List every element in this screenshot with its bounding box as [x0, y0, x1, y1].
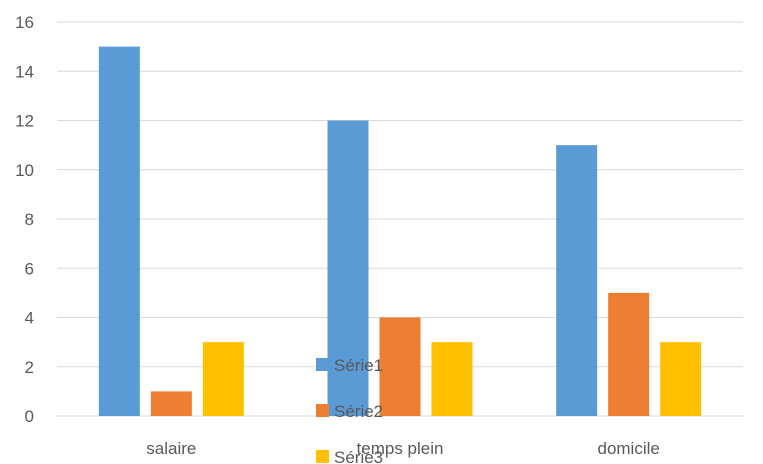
- y-tick-label: 8: [25, 210, 34, 229]
- bar-srie3-temps-plein: [431, 342, 473, 416]
- bar-srie2-temps-plein: [379, 317, 421, 416]
- legend-label: Série2: [334, 402, 383, 421]
- bars: [98, 46, 702, 416]
- bar-srie2-domicile: [608, 292, 650, 416]
- bar-srie3-domicile: [660, 342, 702, 416]
- bar-srie1-salaire: [98, 46, 140, 416]
- legend-label: Série1: [334, 356, 383, 375]
- bar-srie3-salaire: [202, 342, 244, 416]
- y-tick-label: 0: [25, 407, 34, 426]
- gridlines: [57, 21, 743, 417]
- y-tick-label: 10: [15, 161, 34, 180]
- x-category-label: temps plein: [357, 439, 444, 458]
- bar-srie2-salaire: [150, 391, 192, 416]
- y-tick-label: 16: [15, 13, 34, 32]
- legend-swatch: [316, 450, 329, 463]
- legend-swatch: [316, 358, 329, 371]
- x-category-label: salaire: [146, 439, 196, 458]
- legend-swatch: [316, 404, 329, 417]
- y-tick-label: 12: [15, 112, 34, 131]
- y-tick-label: 14: [15, 62, 34, 81]
- y-tick-label: 2: [25, 358, 34, 377]
- bar-srie1-temps-plein: [327, 120, 369, 416]
- y-tick-label: 6: [25, 259, 34, 278]
- legend: Série1 Série2 Série3: [316, 356, 383, 464]
- bar-srie1-domicile: [556, 145, 598, 416]
- x-axis-category-labels: salaire temps plein domicile: [146, 439, 660, 458]
- x-category-label: domicile: [597, 439, 659, 458]
- legend-label: Série3: [334, 448, 383, 464]
- y-tick-label: 4: [25, 309, 34, 328]
- y-axis-tick-labels: 0 2 4 6 8 10 12 14 16: [15, 13, 34, 426]
